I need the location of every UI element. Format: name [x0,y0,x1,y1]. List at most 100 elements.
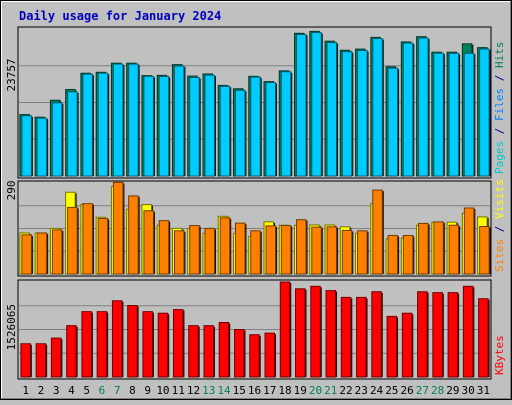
bar-sites-day-6 [97,217,109,275]
bar-kbytes-day-6 [96,311,108,378]
x-tick-label-day-10: 10 [156,384,169,397]
bar-sites-day-22 [341,230,353,275]
bar-files-day-31 [479,48,490,177]
bar-kbytes-day-13 [203,325,214,378]
legend-part: / [493,219,506,239]
panel-bottom-legend: KBytes [493,335,506,375]
bar-sites-day-10 [158,220,170,275]
legend-part: Visits [493,179,506,219]
bar-files-day-23 [357,50,368,177]
panel-middle-y-tick-label: 290 [5,181,18,201]
bar-files-day-10 [158,76,170,177]
bar-files-day-9 [143,75,154,177]
bar-files-day-1 [21,115,32,177]
bar-files-day-16 [250,76,261,177]
x-tick-label-day-26: 26 [400,384,413,397]
panel-middle-legend-text: Sites / Visits [493,179,506,272]
bar-sites-day-5 [82,203,93,275]
bar-sites-day-28 [433,221,444,275]
panel-top-legend: Pages / Files / Hits [493,42,506,175]
chart-title: Daily usage for January 2024 [19,9,221,23]
bar-sites-day-13 [204,227,215,275]
panel-bottom-legend-text: KBytes [493,335,506,375]
bar-sites-day-3 [51,229,63,275]
x-tick-label-day-23: 23 [355,384,368,397]
legend-part: / [493,68,506,88]
legend-part: Files [493,88,506,121]
bar-kbytes-day-14 [218,321,230,378]
x-tick-label-day-31: 31 [477,384,490,397]
x-tick-label-day-27: 27 [416,384,429,397]
bar-files-day-4 [67,91,78,177]
x-tick-label-day-19: 19 [294,384,307,397]
legend-part: / [493,121,506,141]
x-tick-label-day-22: 22 [339,384,352,397]
panel-bottom-y-tick-label: 1526065 [5,304,18,350]
x-tick-label-day-15: 15 [233,384,246,397]
legend-part: KBytes [493,335,506,375]
bar-kbytes-day-21 [325,290,337,378]
bar-sites-day-24 [372,189,383,275]
x-tick-label-day-11: 11 [172,384,185,397]
bar-kbytes-day-23 [356,296,367,378]
bar-kbytes-day-29 [447,292,459,378]
series-kbytes [20,281,490,378]
x-tick-label-day-12: 12 [187,384,200,397]
bar-files-day-17 [265,82,277,177]
bar-kbytes-day-27 [417,291,428,378]
x-tick-label-day-24: 24 [370,384,384,397]
bar-sites-day-19 [296,219,307,275]
bar-sites-day-21 [326,226,338,275]
bar-kbytes-day-5 [81,311,92,378]
bar-sites-day-27 [418,222,429,275]
bar-sites-day-7 [112,181,124,275]
bar-kbytes-day-24 [371,291,382,378]
bar-kbytes-day-25 [386,315,398,378]
bar-sites-day-31 [479,225,490,275]
panel-middle-legend: Sites / Visits [493,179,506,272]
bar-files-day-30 [463,52,475,177]
bar-sites-day-30 [463,207,475,275]
bar-sites-day-2 [36,232,48,275]
bar-kbytes-day-26 [401,312,413,378]
bar-files-day-2 [36,117,48,177]
panel-bottom: 1526065 KBytes [5,279,506,380]
bar-sites-day-8 [128,195,139,275]
bar-kbytes-day-22 [340,296,352,378]
bar-sites-day-18 [280,225,292,275]
bar-kbytes-day-15 [233,329,245,378]
bar-sites-day-16 [250,230,261,275]
series-files [21,32,491,177]
bar-sites-day-12 [189,225,200,275]
x-tick-label-day-6: 6 [99,384,106,397]
bar-files-day-27 [418,37,429,177]
bar-kbytes-day-11 [172,309,184,378]
bar-files-day-18 [280,71,292,177]
bar-files-day-21 [326,42,338,177]
bar-kbytes-day-30 [462,285,474,378]
x-tick-label-day-4: 4 [68,384,75,397]
bar-kbytes-day-2 [35,343,47,378]
x-tick-label-day-21: 21 [324,384,337,397]
x-tick-label-day-30: 30 [461,384,474,397]
legend-part: Sites [493,239,506,272]
panels-group: 23757 Pages / Files / Hits 290 Sites / Visi… [5,26,506,380]
outer-border-shadow [1,1,511,399]
bar-files-day-13 [204,74,215,177]
x-tick-label-day-28: 28 [431,384,444,397]
bar-sites-day-1 [21,234,32,275]
x-tick-label-day-18: 18 [278,384,291,397]
series-sites [21,181,491,275]
bar-files-day-28 [433,52,444,177]
bar-kbytes-day-4 [66,325,77,378]
bar-kbytes-day-31 [478,298,489,378]
x-tick-label-day-25: 25 [385,384,398,397]
bar-sites-day-23 [357,230,368,275]
x-tick-label-day-20: 20 [309,384,322,397]
x-tick-label-day-16: 16 [248,384,261,397]
legend-part: Hits [493,42,506,69]
x-tick-label-day-2: 2 [38,384,45,397]
bar-files-day-3 [51,102,63,177]
bar-sites-day-15 [234,222,246,275]
